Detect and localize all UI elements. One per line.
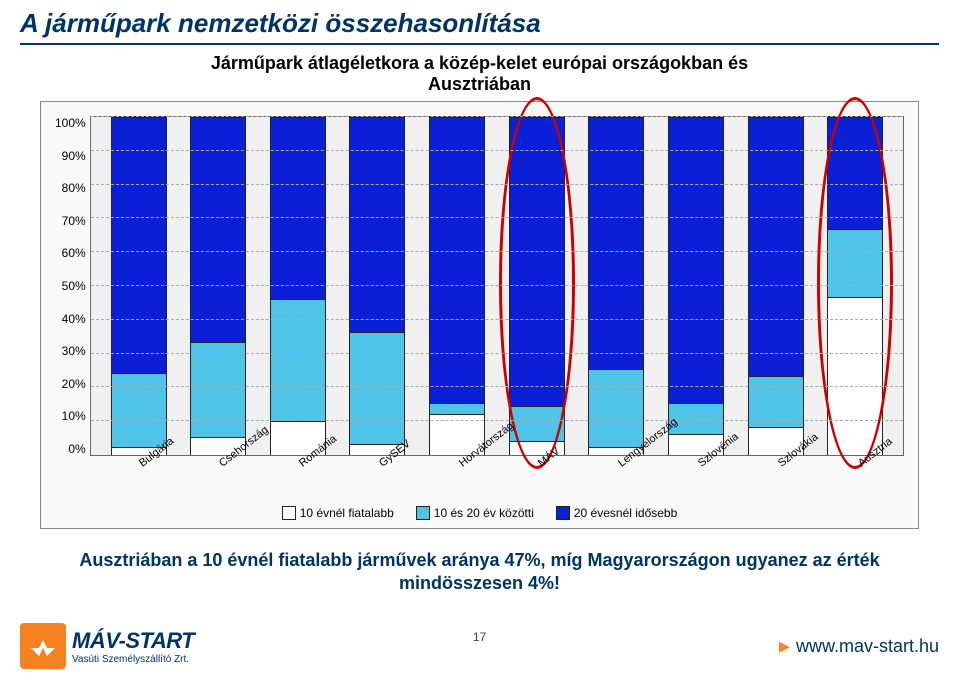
x-label-slot: Szlovénia — [656, 456, 736, 502]
x-label-slot: GySEV — [337, 456, 417, 502]
caption: Ausztriában a 10 évnél fiatalabb járműve… — [40, 549, 919, 594]
legend-label: 10 és 20 év közötti — [434, 506, 534, 520]
logo-text: MÁV-START Vasúti Személyszállító Zrt. — [72, 628, 194, 665]
grid-line — [91, 353, 903, 354]
legend: 10 évnél fiatalabb 10 és 20 év közötti 20 … — [55, 506, 904, 520]
y-tick: 100% — [55, 116, 86, 130]
x-label-slot: Lengyelország — [576, 456, 656, 502]
grid-line — [91, 319, 903, 320]
bars-layer — [91, 117, 903, 455]
bar-segment-mid — [112, 373, 166, 448]
x-label-slot: Románia — [257, 456, 337, 502]
title-underline — [20, 43, 939, 45]
y-tick: 90% — [55, 149, 86, 163]
legend-label: 20 évesnél idősebb — [574, 506, 677, 520]
bar-segment-young — [828, 297, 882, 455]
grid-line — [91, 217, 903, 218]
y-tick: 30% — [55, 344, 86, 358]
website: ▸ www.mav-start.hu — [779, 633, 939, 659]
legend-item: 10 és 20 év közötti — [416, 506, 534, 520]
x-label-slot: Szlovákia — [736, 456, 816, 502]
bar-segment-mid — [510, 406, 564, 441]
y-tick: 50% — [55, 279, 86, 293]
y-axis: 100% 90% 80% 70% 60% 50% 40% 30% 20% 10% 0% — [55, 116, 90, 456]
slide-title: A járműpark nemzetközi összehasonlítása — [20, 8, 939, 39]
legend-item: 20 évesnél idősebb — [556, 506, 677, 520]
bar-segment-old — [112, 117, 166, 373]
bar-segment-mid — [191, 342, 245, 437]
y-tick: 10% — [55, 409, 86, 423]
bar-segment-old — [271, 117, 325, 299]
bar-segment-mid — [350, 332, 404, 444]
y-tick: 40% — [55, 312, 86, 326]
legend-item: 10 évnél fiatalabb — [282, 506, 394, 520]
chart-box: 100% 90% 80% 70% 60% 50% 40% 30% 20% 10% 0% — [55, 116, 904, 456]
x-label-slot: Horvátország — [417, 456, 497, 502]
x-label-slot: MÁV — [497, 456, 577, 502]
grid-line — [91, 150, 903, 151]
legend-swatch-icon — [282, 506, 296, 520]
logo-sub: Vasúti Személyszállító Zrt. — [72, 654, 194, 665]
x-label-slot: Ausztria — [816, 456, 896, 502]
bar-slot — [815, 117, 895, 455]
logo-badge-icon — [20, 623, 66, 669]
bar-slot — [258, 117, 338, 455]
logo-main: MÁV-START — [72, 628, 194, 654]
bar-segment-mid — [271, 299, 325, 421]
bar-segment-mid — [430, 403, 484, 414]
chart-container: 100% 90% 80% 70% 60% 50% 40% 30% 20% 10% 0% Bulgár… — [40, 101, 919, 529]
logo: MÁV-START Vasúti Személyszállító Zrt. — [20, 623, 194, 669]
grid-line — [91, 285, 903, 286]
bar-segment-old — [749, 117, 803, 376]
bar-segment-old — [589, 117, 643, 369]
legend-swatch-icon — [416, 506, 430, 520]
y-tick: 80% — [55, 181, 86, 195]
bar-slot — [417, 117, 497, 455]
grid-line — [91, 420, 903, 421]
y-tick: 0% — [55, 442, 86, 456]
arrow-icon: ▸ — [779, 633, 790, 659]
bar-slot — [338, 117, 418, 455]
grid-line — [91, 184, 903, 185]
bar-segment-mid — [828, 229, 882, 297]
slide: A járműpark nemzetközi összehasonlítása … — [0, 0, 959, 684]
website-url: www.mav-start.hu — [796, 636, 939, 657]
bar-slot — [178, 117, 258, 455]
grid-line — [91, 251, 903, 252]
x-axis-labels: BulgáriaCsehországRomániaGySEVHorvátorsz… — [89, 456, 904, 502]
bar-slot — [576, 117, 656, 455]
footer: MÁV-START Vasúti Személyszállító Zrt. ▸ … — [0, 614, 959, 684]
bar-slot — [497, 117, 577, 455]
x-label-slot: Csehország — [177, 456, 257, 502]
bar-segment-old — [828, 117, 882, 229]
y-tick: 70% — [55, 214, 86, 228]
bar-segment-mid — [669, 403, 723, 434]
y-tick: 60% — [55, 246, 86, 260]
bar-segment-old — [430, 117, 484, 403]
plot-area — [90, 116, 904, 456]
bar-slot — [656, 117, 736, 455]
caption-line2: mindösszesen 4%! — [399, 573, 560, 593]
chart-title-line1: Járműpark átlagéletkora a közép-kelet eu… — [211, 53, 748, 73]
legend-label: 10 évnél fiatalabb — [300, 506, 394, 520]
x-label-slot: Bulgária — [97, 456, 177, 502]
y-tick: 20% — [55, 377, 86, 391]
grid-line — [91, 116, 903, 117]
legend-swatch-icon — [556, 506, 570, 520]
bar-segment-old — [510, 117, 564, 406]
bar-slot — [99, 117, 179, 455]
bar-segment-old — [669, 117, 723, 403]
grid-line — [91, 386, 903, 387]
caption-line1: Ausztriában a 10 évnél fiatalabb járműve… — [79, 550, 879, 570]
chart-title-line2: Ausztriában — [428, 74, 531, 94]
bar-slot — [736, 117, 816, 455]
title-bar: A járműpark nemzetközi összehasonlítása — [0, 0, 959, 47]
chart-title: Járműpark átlagéletkora a közép-kelet eu… — [0, 53, 959, 95]
bar-segment-mid — [589, 369, 643, 447]
